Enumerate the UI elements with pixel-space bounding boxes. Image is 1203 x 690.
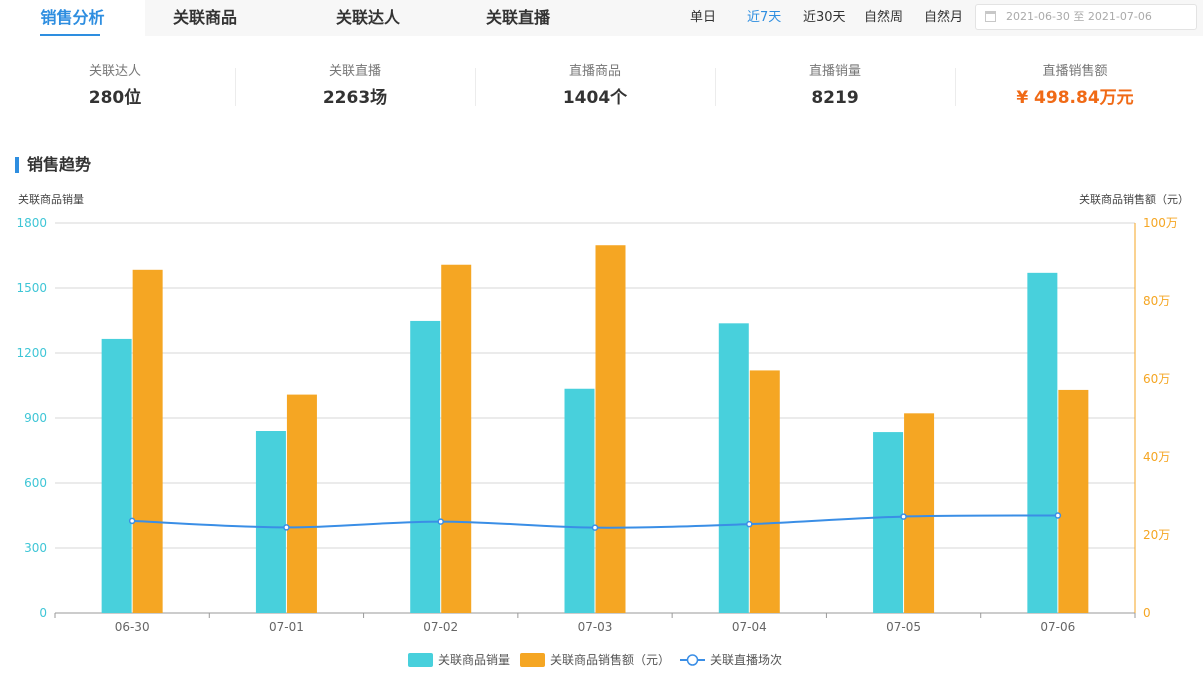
stat-value: ¥ 498.84万元	[1016, 88, 1134, 108]
bar-sales-volume	[564, 388, 595, 613]
stat-related-livestreams: 关联直播 2263场	[235, 62, 475, 110]
bar-sales-amount	[1058, 389, 1089, 613]
left-axis-title: 关联商品销量	[18, 193, 84, 206]
bar-sales-volume	[410, 320, 441, 613]
range-last-7-days[interactable]: 近7天	[747, 10, 782, 25]
tab-related-influencers[interactable]: 关联达人	[335, 8, 400, 27]
point-livestream-count	[283, 524, 290, 531]
range-single-day[interactable]: 单日	[690, 10, 717, 25]
left-tick-label: 0	[39, 606, 47, 620]
x-tick-label: 07-03	[578, 620, 613, 634]
bar-sales-volume	[101, 338, 132, 613]
stat-livestream-sales-volume: 直播销量 8219	[715, 62, 955, 110]
stat-divider	[235, 68, 236, 106]
left-tick-label: 1200	[16, 346, 47, 360]
stat-divider	[715, 68, 716, 106]
x-tick-label: 07-06	[1040, 620, 1075, 634]
range-natural-week[interactable]: 自然周	[864, 10, 904, 25]
stat-livestream-products: 直播商品 1404个	[475, 62, 715, 110]
bar-sales-amount	[132, 269, 163, 613]
bar-sales-amount	[441, 264, 472, 613]
bar-sales-volume	[873, 432, 904, 613]
stat-value: 2263场	[322, 88, 388, 108]
right-tick-label: 20万	[1143, 528, 1170, 542]
section-title-bar	[15, 157, 19, 173]
right-tick-label: 0	[1143, 606, 1151, 620]
point-livestream-count	[1054, 512, 1062, 519]
x-tick-label: 07-02	[423, 620, 458, 634]
right-tick-label: 100万	[1143, 216, 1178, 230]
right-tick-label: 40万	[1143, 450, 1170, 464]
date-range-picker[interactable]: 2021-06-30 至 2021-07-06	[975, 4, 1197, 30]
stat-label: 关联直播	[328, 64, 381, 79]
bar-sales-volume	[1027, 272, 1058, 613]
point-livestream-count	[128, 517, 136, 525]
legend-label-sales-volume: 关联商品销量	[438, 652, 510, 667]
calendar-icon	[985, 11, 996, 22]
stat-divider	[475, 68, 476, 106]
section-title: 销售趋势	[27, 155, 92, 174]
stat-livestream-sales-amount: 直播销售额 ¥ 498.84万元	[955, 62, 1195, 110]
stat-label: 关联达人	[88, 64, 141, 79]
point-livestream-count	[746, 520, 753, 528]
tab-related-products[interactable]: 关联商品	[172, 8, 237, 27]
point-livestream-count	[900, 513, 907, 520]
stat-label: 直播销量	[808, 64, 861, 79]
left-tick-label: 1500	[16, 281, 47, 295]
date-range-text: 2021-06-30 至 2021-07-06	[1006, 10, 1152, 23]
bar-sales-amount	[286, 394, 317, 613]
range-natural-month[interactable]: 自然月	[924, 10, 964, 25]
left-tick-label: 900	[24, 411, 47, 425]
legend-label-livestream-count: 关联直播场次	[710, 653, 782, 667]
stat-value: 280位	[88, 88, 142, 108]
legend-label-sales-amount: 关联商品销售额（元）	[550, 652, 670, 667]
range-last-30-days[interactable]: 近30天	[803, 10, 846, 25]
x-tick-label: 07-05	[886, 620, 921, 634]
bar-sales-amount	[904, 413, 935, 613]
point-livestream-count	[591, 524, 599, 531]
tab-related-livestreams[interactable]: 关联直播	[485, 8, 550, 27]
left-tick-label: 300	[24, 541, 47, 555]
stat-value: 8219	[811, 88, 859, 108]
left-tick-label: 1800	[16, 216, 47, 230]
stat-related-influencers: 关联达人 280位	[0, 62, 235, 110]
right-tick-label: 60万	[1143, 372, 1170, 386]
stat-label: 直播销售额	[1042, 64, 1108, 79]
bar-sales-amount	[749, 370, 780, 613]
right-axis-title: 关联商品销售额（元）	[1079, 193, 1189, 206]
right-tick-label: 80万	[1143, 294, 1170, 308]
x-tick-label: 07-01	[269, 620, 304, 634]
tab-sales-analysis[interactable]: 销售分析	[0, 0, 145, 36]
stat-divider	[955, 68, 956, 106]
x-tick-label: 07-04	[732, 620, 767, 634]
legend-swatch-livestream-point	[686, 654, 699, 666]
bar-sales-volume	[255, 431, 286, 613]
legend-swatch-sales-amount	[520, 653, 545, 667]
bar-sales-volume	[718, 323, 749, 613]
point-livestream-count	[437, 518, 444, 525]
stat-label: 直播商品	[568, 64, 621, 79]
left-tick-label: 600	[24, 476, 47, 490]
legend-swatch-sales-volume	[408, 653, 433, 667]
analysis-tabs: 销售分析 关联商品 关联达人 关联直播 单日 近7天 近30天 自然周 自然月 …	[0, 0, 1203, 36]
x-tick-label: 06-30	[115, 620, 150, 634]
bar-sales-amount	[595, 245, 626, 614]
stat-value: 1404个	[562, 88, 628, 108]
